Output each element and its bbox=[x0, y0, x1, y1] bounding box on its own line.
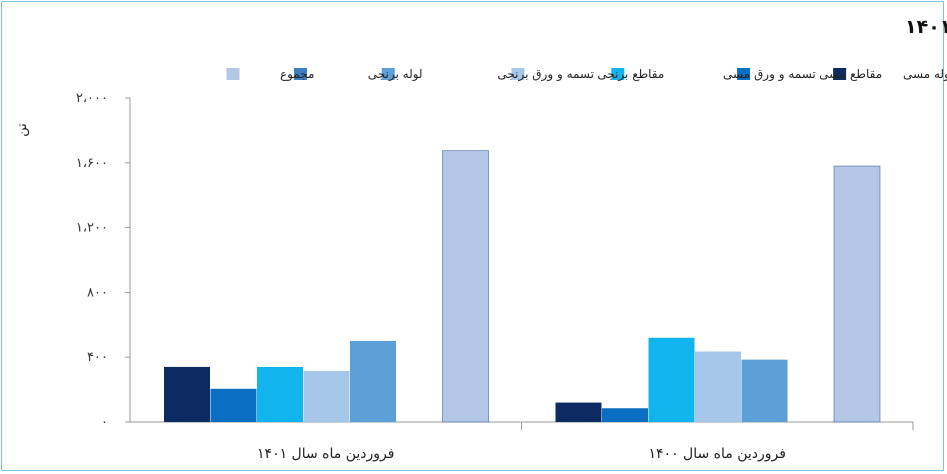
bar bbox=[350, 341, 396, 422]
y-tick-label: ۱،۶۰۰ bbox=[76, 156, 108, 171]
y-tick-label: ۰ bbox=[101, 415, 108, 430]
legend-entry-label: لوله مسی bbox=[903, 67, 947, 82]
legend-swatch bbox=[737, 68, 751, 80]
bar bbox=[833, 165, 881, 423]
bars bbox=[164, 150, 881, 423]
legend-swatch bbox=[511, 68, 525, 80]
legend-entry-label: تسمه و ورق مسی bbox=[723, 67, 816, 82]
legend-entry-label: تسمه و ورق برنجی bbox=[497, 67, 594, 82]
category-label: فروردین ماه سال ۱۴۰۰ bbox=[649, 446, 786, 462]
bar bbox=[602, 408, 648, 422]
legend-entry-label: مقاطع مسی bbox=[819, 67, 882, 81]
legend-swatch bbox=[226, 68, 240, 80]
bar bbox=[164, 366, 210, 422]
category-label: فروردین ماه سال ۱۴۰۱ bbox=[257, 446, 394, 462]
legend-entry-label: مقاطع برنجی bbox=[597, 67, 664, 82]
legend-entry-label: مجموع bbox=[280, 67, 314, 82]
legend-swatch bbox=[293, 68, 307, 80]
chart-title: نمودار ۲ - میزان فروش محصولات شرکت صنایع… bbox=[905, 16, 947, 38]
bar bbox=[303, 370, 350, 422]
y-tick-label: ۴۰۰ bbox=[87, 350, 108, 365]
bar bbox=[555, 402, 602, 422]
bar bbox=[442, 150, 489, 423]
bar bbox=[257, 366, 303, 422]
y-axis-label: تن bbox=[15, 123, 30, 137]
legend-swatch bbox=[381, 68, 395, 80]
y-tick-label: ۱،۲۰۰ bbox=[76, 221, 108, 236]
bar bbox=[210, 388, 257, 422]
y-tick-label: ۸۰۰ bbox=[87, 285, 108, 300]
y-tick-label: ۲،۰۰۰ bbox=[76, 91, 108, 106]
legend-swatch bbox=[611, 68, 625, 80]
bar bbox=[695, 351, 741, 422]
legend-entry-label: لوله برنجی bbox=[368, 67, 423, 82]
legend-swatch bbox=[833, 68, 847, 80]
category-labels: فروردین ماه سال ۱۴۰۰ فروردین ماه سال ۱۴۰۱ bbox=[257, 446, 786, 462]
bar bbox=[741, 359, 788, 422]
bar bbox=[648, 337, 695, 422]
